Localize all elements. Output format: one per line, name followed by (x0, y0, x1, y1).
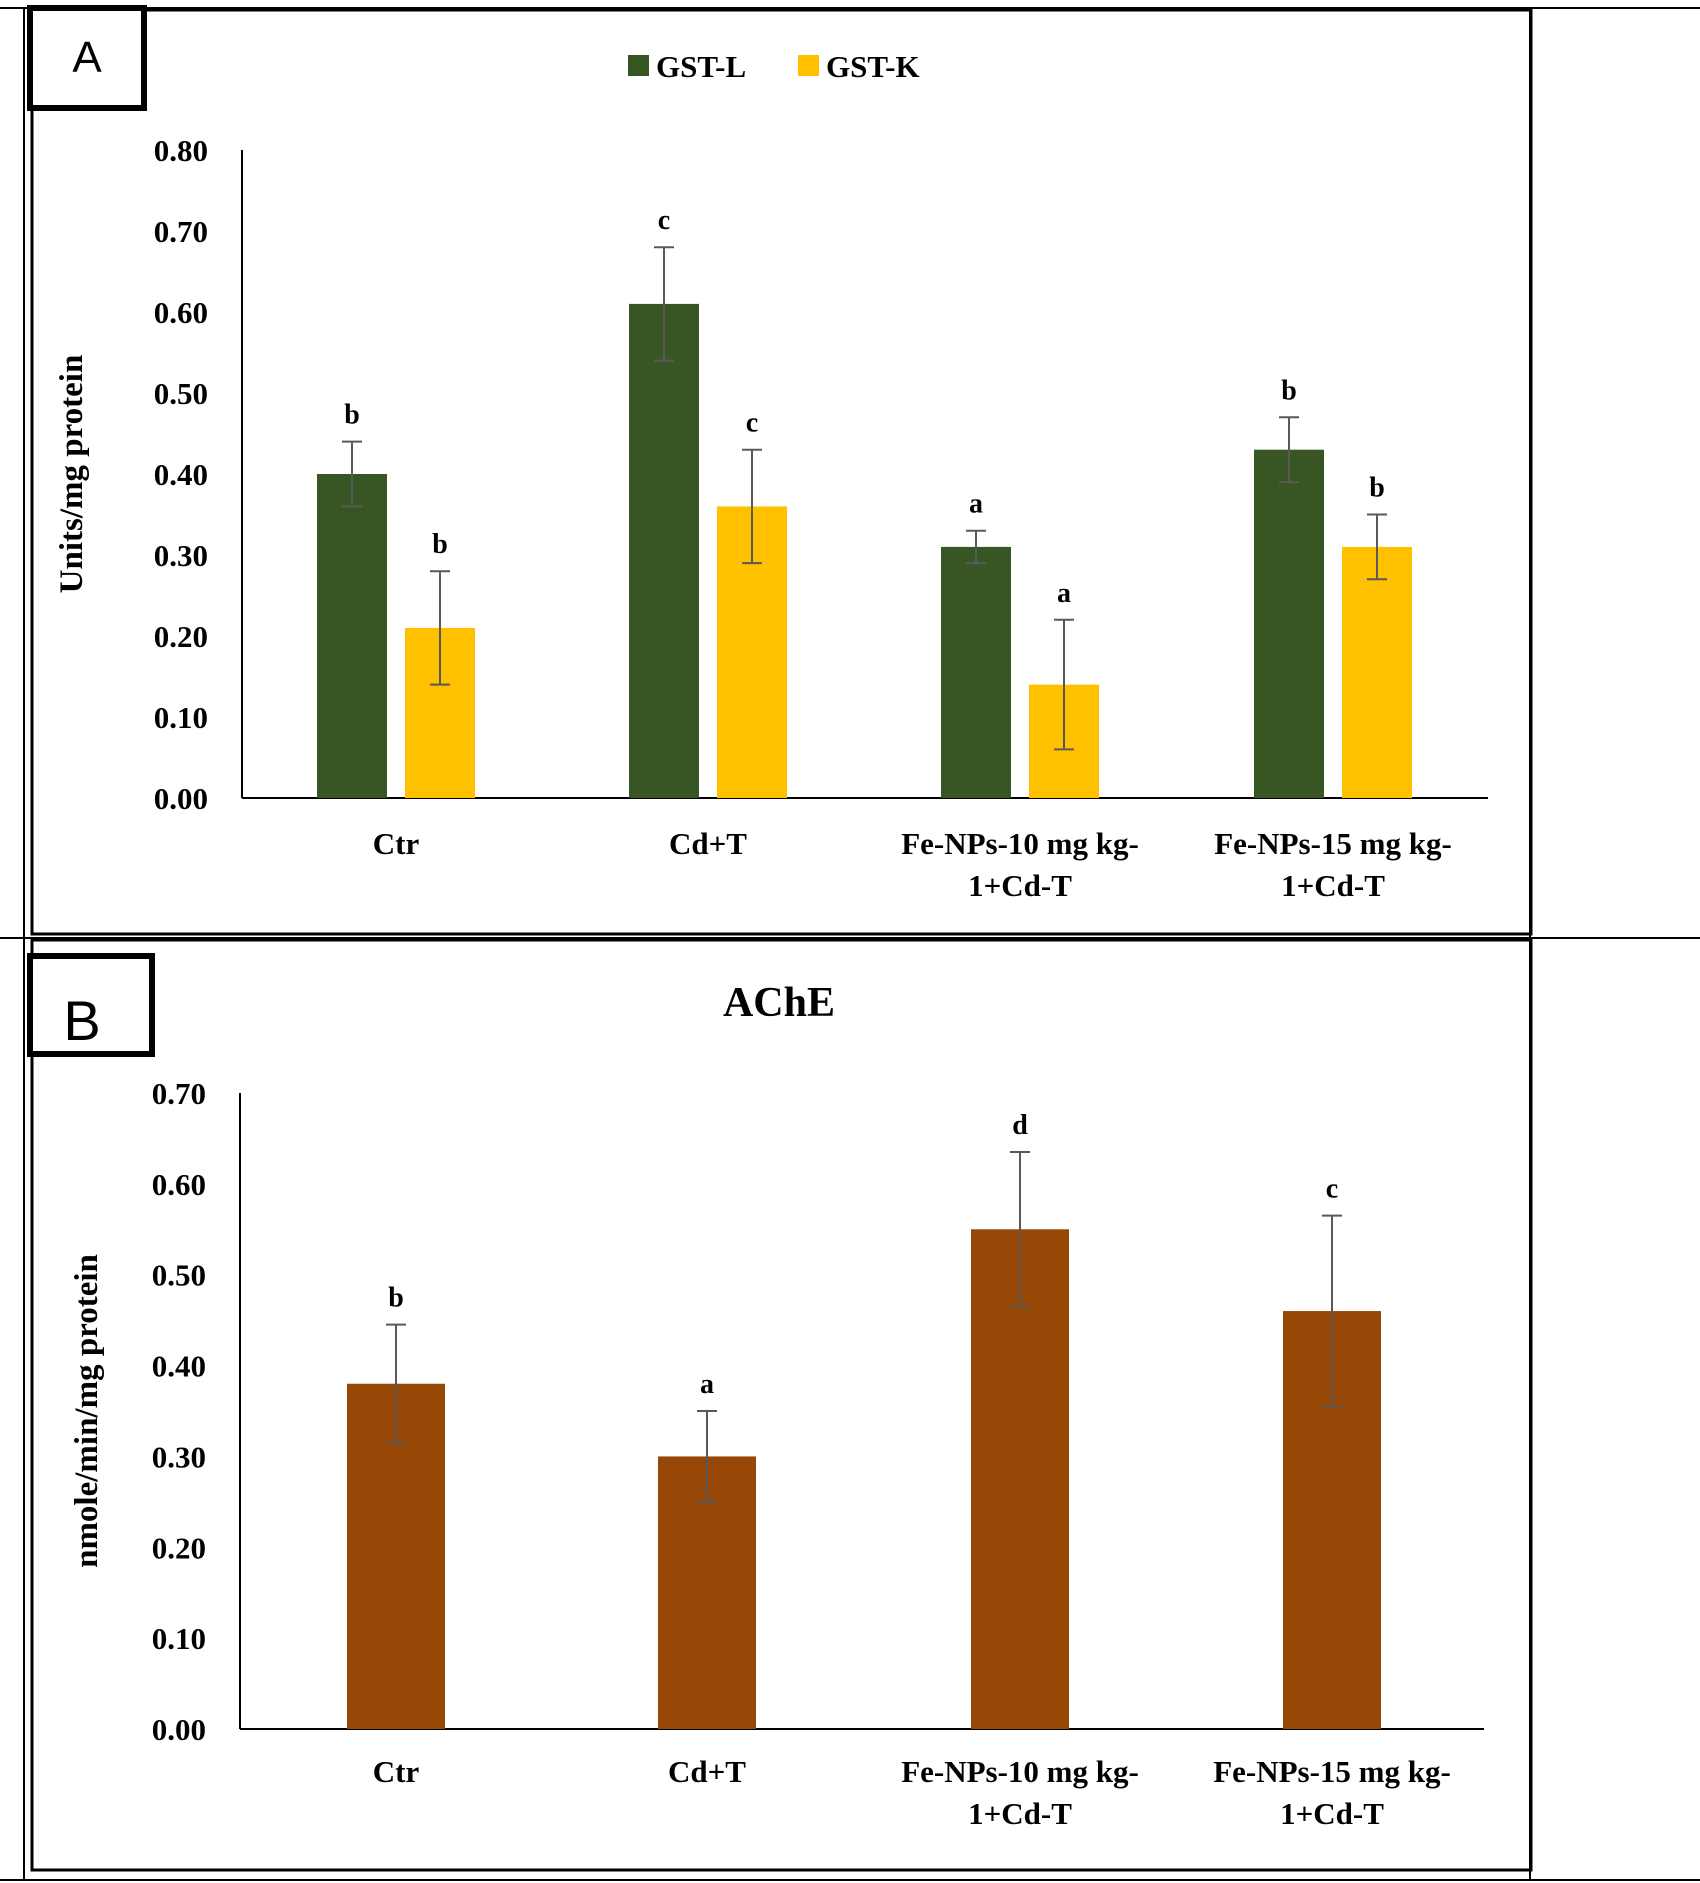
significance-letter: a (700, 1369, 714, 1400)
figure-grid-lines (0, 7, 1700, 1881)
legend: GST-L GST-K (628, 49, 920, 84)
y-tick-label: 0.40 (154, 457, 208, 492)
panel-a-label: A (72, 33, 102, 82)
legend-swatch (628, 55, 649, 76)
plot-area: 0.00 0.10 0.20 0.30 0.40 0.50 0.60 0.70 nmole/mi… (69, 1076, 1484, 1831)
y-axis-label: Units/mg protein (54, 355, 90, 594)
legend-swatch (798, 55, 819, 76)
panel-b-label: B (63, 989, 100, 1052)
significance-letter: b (344, 400, 360, 431)
y-tick-label: 0.20 (152, 1530, 206, 1565)
y-axis-label: nmole/min/mg protein (69, 1254, 105, 1568)
x-tick-label: Fe-NPs-15 mg kg- (1213, 1754, 1451, 1789)
x-tick-label: Fe-NPs-15 mg kg- (1214, 826, 1452, 861)
bar (629, 303, 699, 798)
x-tick-label: Cd+T (668, 1754, 746, 1789)
bar (941, 546, 1011, 798)
significance-letter: c (746, 408, 758, 439)
significance-letter: b (432, 529, 448, 560)
y-tick-label: 0.10 (152, 1621, 206, 1656)
bar (971, 1229, 1069, 1729)
significance-letter: c (658, 205, 670, 236)
panel-a-label-box (27, 5, 147, 111)
y-tick-label: 0.20 (154, 619, 208, 654)
plot-area: 0.00 0.10 0.20 0.30 0.40 0.50 0.60 0.70 0.80 Unit… (54, 133, 1488, 903)
significance-letter: b (1281, 375, 1297, 406)
legend-label: GST-K (826, 49, 920, 84)
panel-a: A GST-L GST-K 0.00 0.10 0.20 0.30 0.40 0.50 0.6… (27, 5, 1533, 936)
y-tick-label: 0.00 (154, 781, 208, 816)
y-tick-label: 0.50 (154, 376, 208, 411)
panel-b-frame (30, 938, 1533, 1872)
significance-letter: b (1369, 473, 1385, 504)
y-tick-label: 0.10 (154, 700, 208, 735)
x-tick-label: Ctr (373, 826, 420, 861)
significance-letter: b (388, 1283, 404, 1314)
y-tick-label: 0.80 (154, 133, 208, 168)
bar (1342, 546, 1412, 798)
y-tick-label: 0.40 (152, 1349, 206, 1384)
panel-b: B AChE 0.00 0.10 0.20 0.30 0.40 0.50 0.60 0.70 n… (27, 938, 1533, 1872)
y-tick-label: 0.60 (152, 1167, 206, 1202)
x-tick-label: Cd+T (669, 826, 747, 861)
chart-title: AChE (723, 980, 835, 1026)
x-tick-label: 1+Cd-T (1280, 1796, 1384, 1831)
panel-b-label-box (27, 953, 155, 1057)
y-tick-label: 0.60 (154, 295, 208, 330)
significance-letter: a (969, 489, 983, 520)
y-tick-label: 0.30 (152, 1439, 206, 1474)
y-tick-label: 0.30 (154, 538, 208, 573)
x-tick-label: Ctr (373, 1754, 420, 1789)
significance-letter: d (1012, 1110, 1028, 1141)
x-tick-label: 1+Cd-T (1281, 868, 1385, 903)
legend-label: GST-L (656, 49, 746, 84)
x-tick-label: Fe-NPs-10 mg kg- (901, 826, 1139, 861)
panel-a-frame (30, 8, 1533, 936)
y-tick-label: 0.70 (152, 1076, 206, 1111)
bar (1254, 449, 1324, 798)
x-tick-label: 1+Cd-T (968, 868, 1072, 903)
significance-letter: a (1057, 578, 1071, 609)
significance-letter: c (1326, 1174, 1338, 1205)
x-tick-label: Fe-NPs-10 mg kg- (901, 1754, 1139, 1789)
y-tick-label: 0.00 (152, 1712, 206, 1747)
y-tick-label: 0.50 (152, 1258, 206, 1293)
y-tick-label: 0.70 (154, 214, 208, 249)
bar (317, 474, 387, 798)
x-tick-label: 1+Cd-T (968, 1796, 1072, 1831)
